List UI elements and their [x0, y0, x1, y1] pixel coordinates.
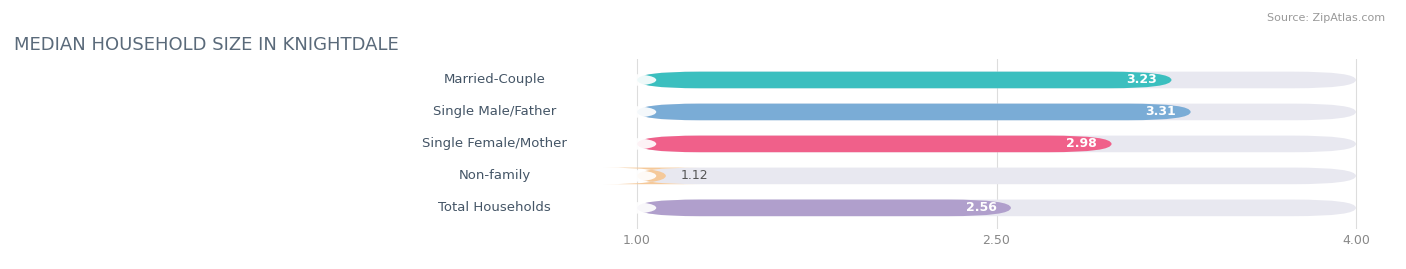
Text: 3.31: 3.31 [1146, 105, 1177, 118]
FancyBboxPatch shape [333, 105, 657, 119]
FancyBboxPatch shape [637, 136, 1112, 152]
Text: Single Female/Mother: Single Female/Mother [422, 137, 567, 150]
FancyBboxPatch shape [637, 72, 1355, 88]
Text: 2.98: 2.98 [1066, 137, 1097, 150]
FancyBboxPatch shape [603, 168, 699, 184]
Text: 3.23: 3.23 [1126, 73, 1157, 86]
FancyBboxPatch shape [637, 104, 1191, 120]
FancyBboxPatch shape [637, 136, 1355, 152]
FancyBboxPatch shape [333, 137, 657, 151]
Text: Total Households: Total Households [439, 201, 551, 214]
FancyBboxPatch shape [333, 73, 657, 87]
Text: Source: ZipAtlas.com: Source: ZipAtlas.com [1267, 13, 1385, 23]
FancyBboxPatch shape [637, 72, 1171, 88]
Text: MEDIAN HOUSEHOLD SIZE IN KNIGHTDALE: MEDIAN HOUSEHOLD SIZE IN KNIGHTDALE [14, 36, 399, 54]
FancyBboxPatch shape [333, 201, 657, 215]
FancyBboxPatch shape [637, 200, 1355, 216]
FancyBboxPatch shape [637, 200, 1011, 216]
FancyBboxPatch shape [333, 169, 657, 183]
Text: 1.12: 1.12 [681, 169, 707, 182]
Text: Single Male/Father: Single Male/Father [433, 105, 557, 118]
Text: Married-Couple: Married-Couple [443, 73, 546, 86]
Text: Non-family: Non-family [458, 169, 530, 182]
FancyBboxPatch shape [637, 168, 1355, 184]
FancyBboxPatch shape [637, 104, 1355, 120]
Text: 2.56: 2.56 [966, 201, 997, 214]
